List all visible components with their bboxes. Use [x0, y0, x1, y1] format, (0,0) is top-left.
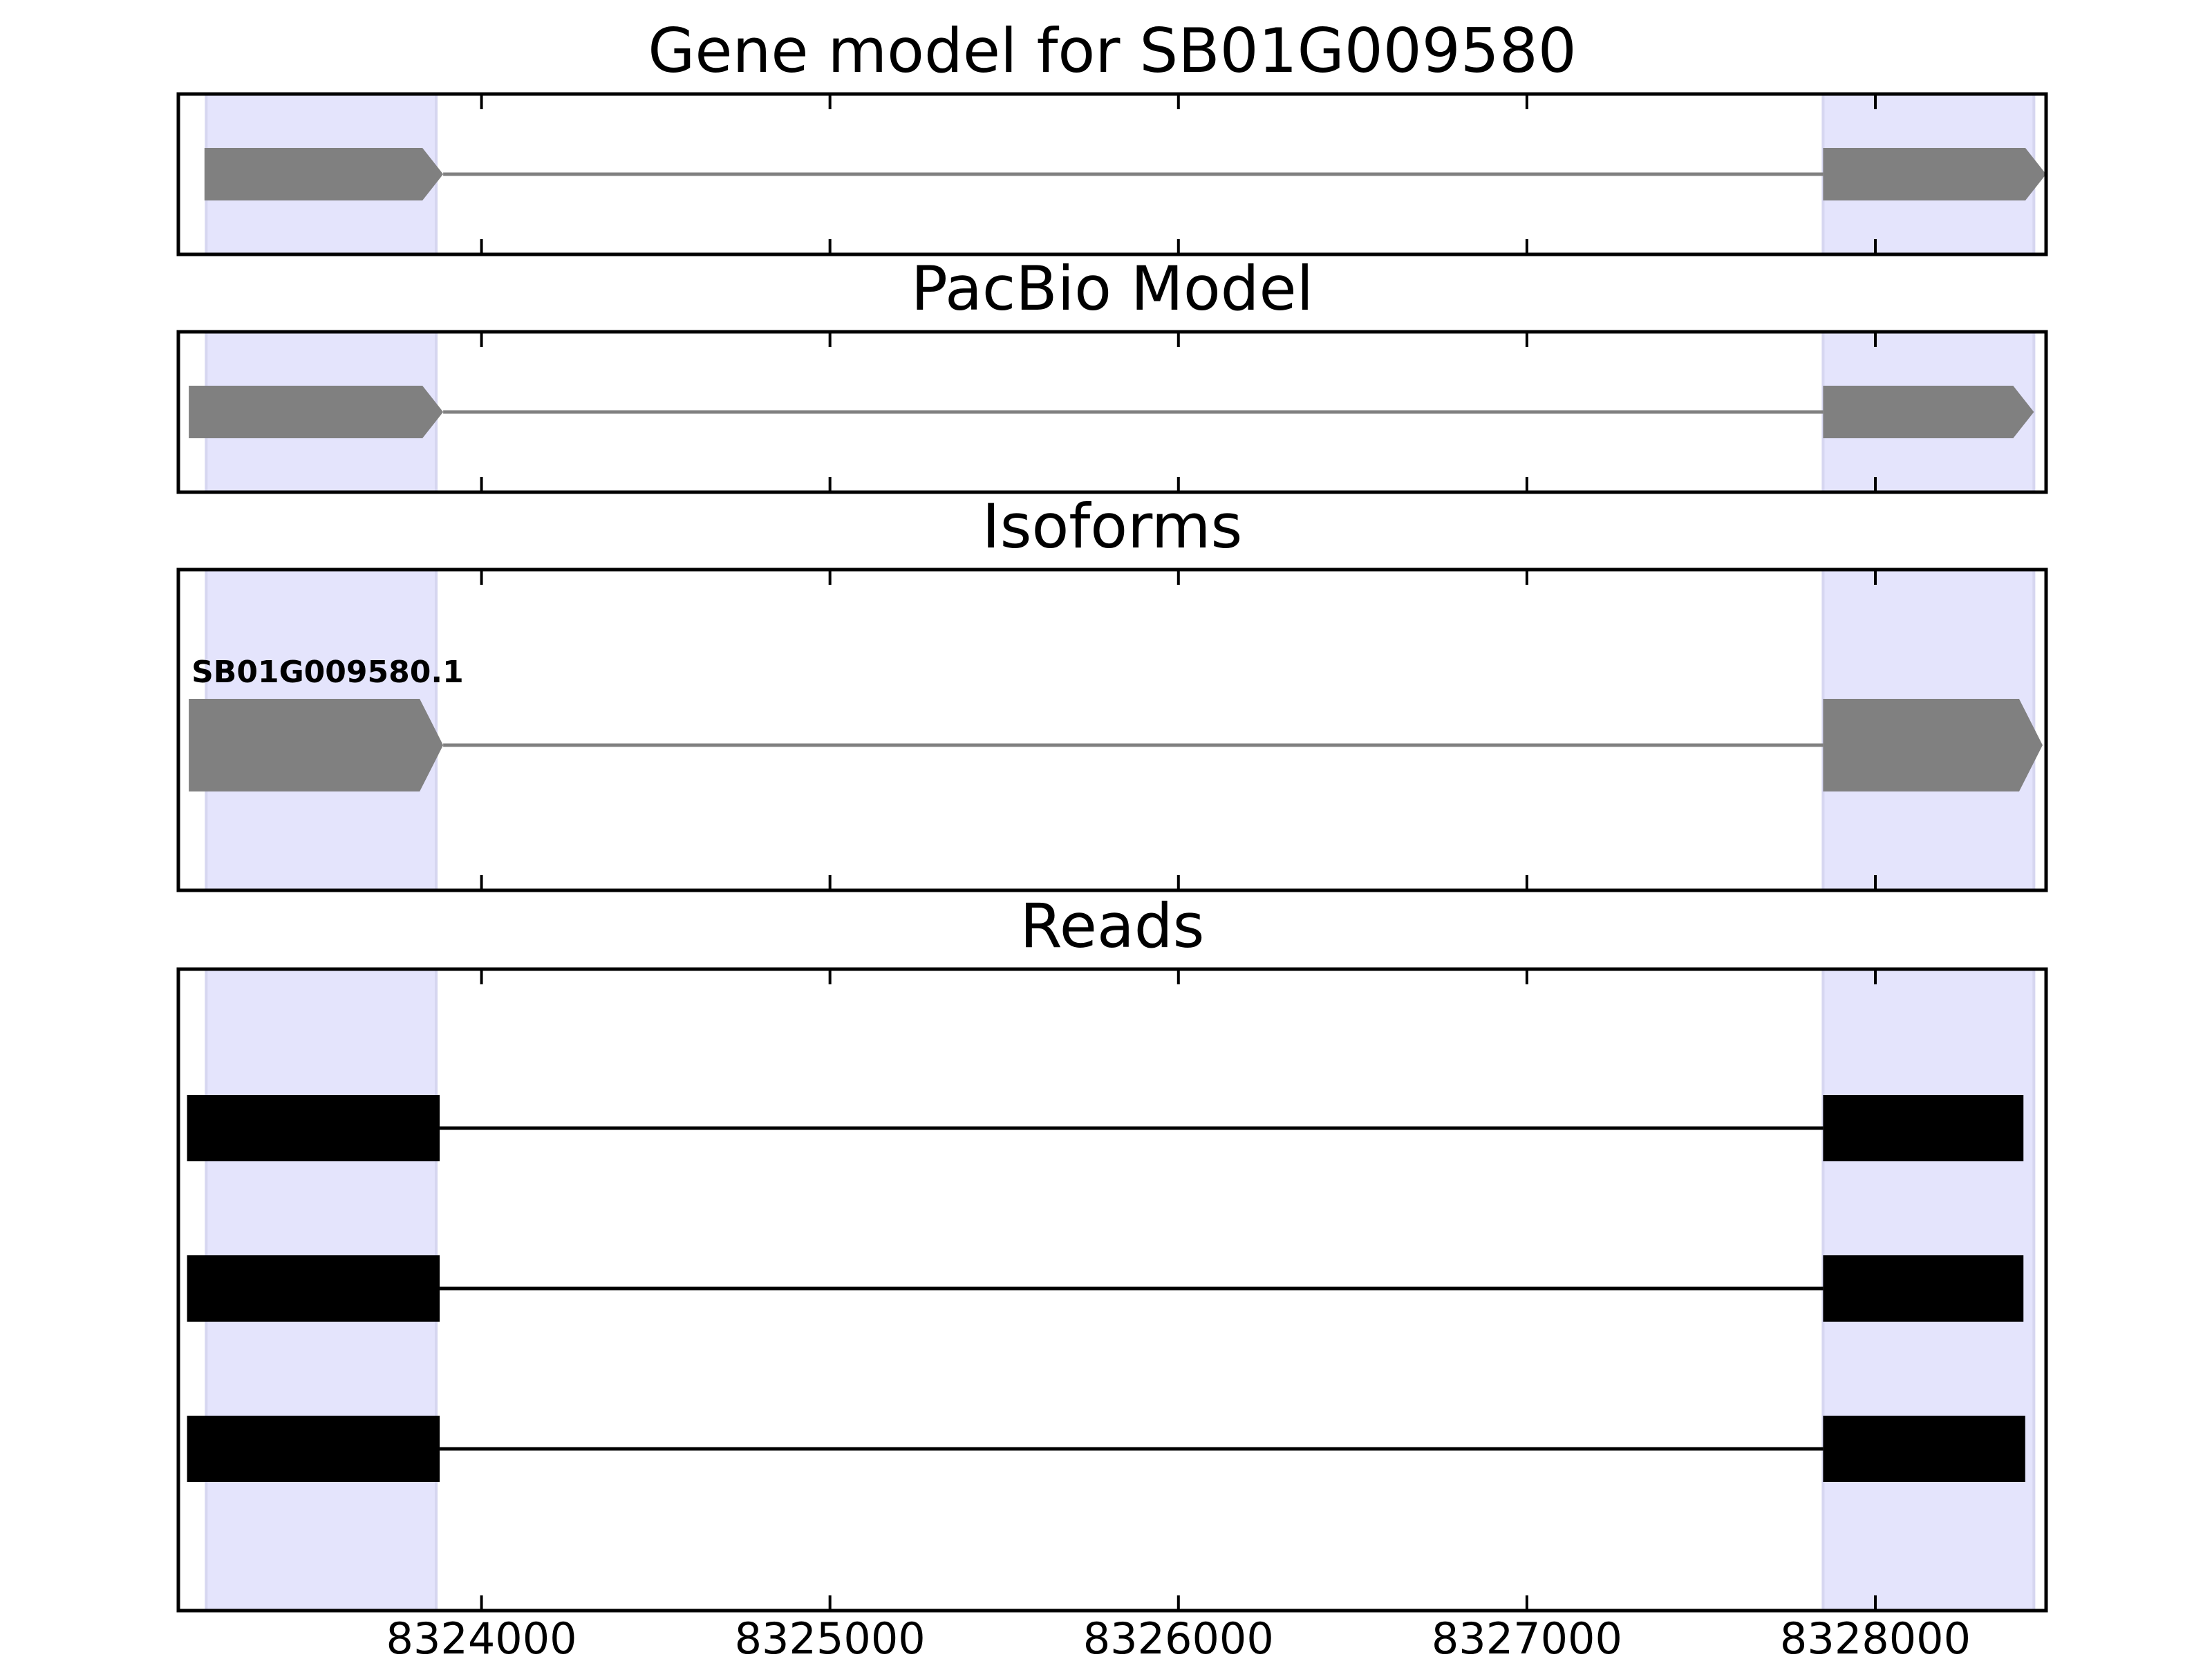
read-exon-block — [1823, 1416, 2025, 1482]
read-exon-block — [187, 1416, 440, 1482]
x-tick-label: 8325000 — [735, 1613, 926, 1659]
panel-title: PacBio Model — [911, 253, 1313, 324]
exon-block — [189, 386, 444, 438]
panel-frame — [176, 330, 2048, 494]
read-exon-block — [1823, 1255, 2024, 1322]
x-tick-label: 8327000 — [1432, 1613, 1622, 1659]
panel-frame — [176, 568, 2048, 892]
isoform-label: SB01G009580.1 — [191, 655, 464, 690]
panel-isoforms: Isoforms SB01G009580.1 — [176, 491, 2048, 892]
panel-title: Isoforms — [982, 491, 1243, 562]
panel-frame — [176, 967, 2048, 1613]
x-tick-label: 8328000 — [1780, 1613, 1971, 1659]
panel-pacbio-model: PacBio Model — [176, 253, 2048, 494]
panel-gene-model: Gene model for SB01G009580 — [176, 15, 2048, 256]
panel-frame — [176, 92, 2048, 256]
exon-block — [1823, 148, 2046, 200]
x-tick-label: 8326000 — [1083, 1613, 1274, 1659]
read-exon-block — [1823, 1095, 2024, 1161]
read-exon-block — [187, 1255, 440, 1322]
exon-block — [1823, 699, 2043, 791]
x-tick-label: 8324000 — [386, 1613, 577, 1659]
exon-block — [204, 148, 444, 200]
exon-block — [189, 699, 444, 791]
exon-block — [1823, 386, 2034, 438]
read-exon-block — [187, 1095, 440, 1161]
panel-title: Gene model for SB01G009580 — [648, 15, 1577, 86]
panel-title: Reads — [1020, 890, 1205, 962]
panel-reads: Reads 8324000 8325000 8326000 8327000 8328000 — [176, 890, 2048, 1659]
